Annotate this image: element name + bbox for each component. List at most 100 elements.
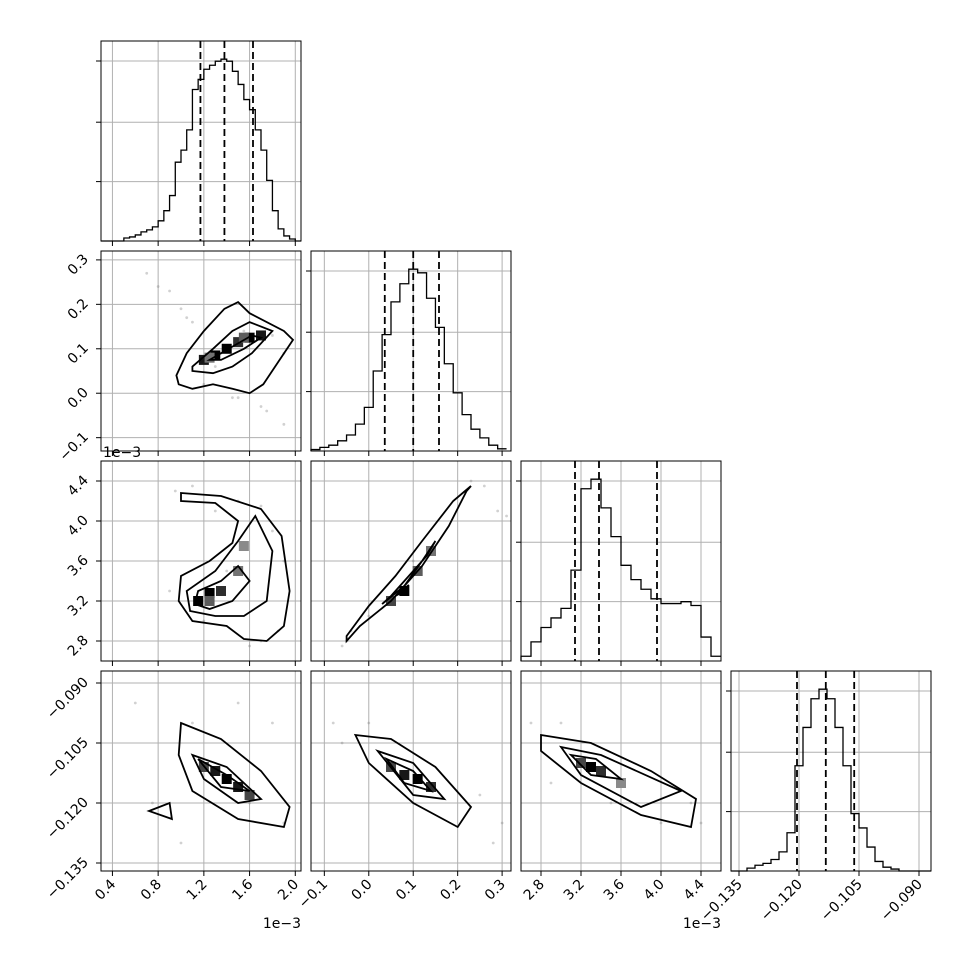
histogram-step-2: [520, 478, 721, 661]
scatter-point: [259, 504, 263, 508]
contour-level-2: [383, 756, 434, 793]
scatter-point: [331, 721, 335, 725]
y-tick-label: −0.1: [56, 429, 91, 464]
contour-level-2: [197, 758, 251, 792]
panel-1-1: [306, 250, 512, 456]
y-tick-label: 2.8: [65, 633, 92, 660]
contour-level-2: [568, 753, 625, 781]
panel-3-3: −0.135 −0.120 −0.105 −0.090: [698, 670, 932, 925]
density-cell: [244, 790, 255, 800]
scatter-point: [179, 841, 183, 845]
contour-level-3: [146, 801, 174, 821]
panel-frame: [730, 670, 932, 872]
scatter-point: [549, 781, 553, 785]
x-tick-label: 3.6: [601, 876, 628, 903]
scatter-point: [505, 514, 508, 518]
scatter-point: [367, 721, 371, 725]
x-tick-label: −0.120: [758, 877, 806, 925]
x-tick-label: 0.2: [437, 877, 464, 904]
scatter-point: [271, 721, 274, 725]
panel-0-0: [96, 40, 302, 246]
scatter-point: [168, 589, 171, 593]
contour-level-0: [175, 301, 295, 395]
y-tick-label: −0.135: [44, 855, 92, 903]
scatter-point: [173, 489, 177, 493]
x-tick-label: 1.6: [229, 876, 256, 903]
scatter-point: [248, 801, 251, 805]
scatter-point: [191, 484, 194, 488]
scatter-point: [609, 801, 613, 805]
y-tick-label: −0.090: [44, 675, 92, 723]
contour-level-1: [558, 745, 684, 808]
scatter-point: [213, 365, 217, 368]
density-cell: [204, 596, 215, 606]
x-offset-text: 1e−3: [683, 916, 721, 932]
scatter-point: [367, 614, 371, 618]
density-cell: [210, 766, 221, 776]
scatter-point: [259, 405, 263, 408]
density-cell: [426, 782, 436, 792]
contour-level-1: [190, 753, 263, 804]
panel-3-1: −0.1 0.0 0.1 0.2 0.3: [296, 670, 512, 912]
scatter-point: [340, 644, 344, 648]
scatter-point: [236, 396, 240, 400]
x-tick-label: −0.090: [878, 877, 926, 925]
panel-frame: [100, 250, 302, 452]
density-cell: [256, 330, 266, 341]
x-tick-label: −0.135: [698, 877, 746, 925]
y-tick-label: 3.2: [65, 593, 92, 620]
contour-level-1: [191, 321, 274, 375]
x-tick-label: 0.4: [92, 876, 119, 903]
scatter-point: [248, 644, 251, 648]
scatter-point: [168, 289, 171, 293]
scatter-point: [133, 701, 137, 705]
density-cell: [233, 566, 244, 576]
histogram-step-3: [731, 688, 931, 872]
density-cell: [233, 337, 244, 348]
contour-level-0: [177, 492, 291, 642]
scatter-point: [411, 559, 415, 563]
scatter-point: [265, 409, 269, 413]
scatter-point: [478, 793, 482, 797]
scatter-point: [529, 721, 533, 725]
density-cell: [198, 354, 209, 365]
density-cell: [399, 770, 410, 780]
scatter-point: [271, 334, 274, 337]
scatter-point: [689, 801, 693, 805]
scatter-point: [242, 329, 246, 333]
x-tick-label: 0.8: [138, 877, 165, 904]
y-tick-label: 3.6: [65, 552, 92, 579]
density-cell: [221, 343, 232, 354]
contour-level-0: [345, 485, 472, 644]
x-tick-label: 0.1: [393, 877, 420, 904]
density-cell: [596, 766, 606, 776]
y-tick-label: −0.120: [44, 795, 92, 843]
density-cell: [426, 546, 436, 556]
panel-frame: [100, 670, 302, 872]
scatter-point: [500, 821, 504, 825]
x-tick-label: 2.8: [521, 877, 548, 904]
x-tick-label: 4.4: [681, 876, 708, 903]
histogram-step-1: [310, 268, 507, 451]
scatter-point: [340, 741, 344, 745]
contour-level-1: [381, 540, 437, 605]
scatter-point: [191, 320, 194, 324]
y-tick-label: −0.105: [44, 735, 92, 783]
y-tick-label: 0.3: [65, 251, 92, 278]
contour-level-0: [540, 733, 697, 829]
density-cell: [616, 778, 626, 788]
scatter-point: [469, 479, 473, 483]
density-cell: [238, 332, 249, 343]
contour-level-1: [185, 514, 274, 617]
panel-2-1: [310, 460, 512, 666]
contour-level-2: [193, 564, 251, 610]
density-cell: [204, 352, 215, 363]
x-tick-label: −0.1: [296, 877, 331, 912]
x-tick-label: 1.2: [184, 877, 211, 904]
scatter-point: [191, 721, 194, 725]
y-offset-text: 1e−3: [103, 445, 141, 461]
scatter-point: [213, 509, 217, 513]
density-cell: [586, 762, 596, 772]
